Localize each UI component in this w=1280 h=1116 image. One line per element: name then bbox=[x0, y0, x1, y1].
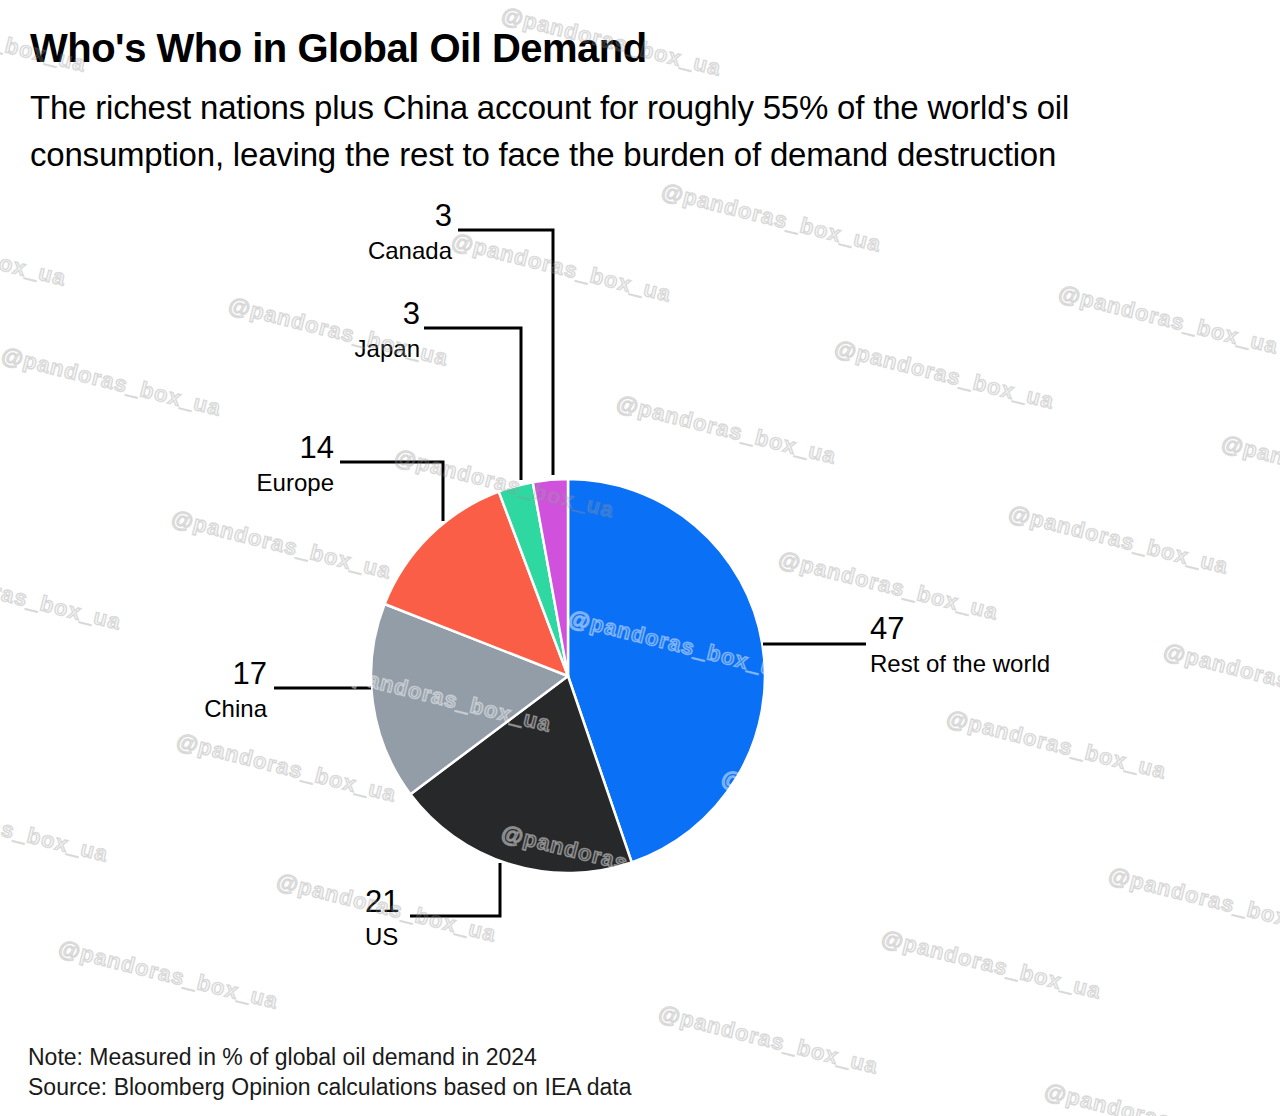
slice-value: 14 bbox=[257, 431, 334, 465]
callout-line-us bbox=[410, 863, 500, 916]
slice-value: 3 bbox=[368, 199, 452, 233]
slice-name: Rest of the world bbox=[870, 650, 1050, 678]
callout-line-canada bbox=[458, 230, 553, 475]
slice-label-us: 21 US bbox=[365, 885, 399, 951]
slice-value: 3 bbox=[355, 297, 420, 331]
slice-name: Canada bbox=[368, 237, 452, 265]
slice-name: China bbox=[204, 695, 267, 723]
slice-label-china: 17 China bbox=[204, 657, 267, 723]
slice-value: 17 bbox=[204, 657, 267, 691]
callout-line-europe bbox=[340, 462, 443, 521]
slice-name: Japan bbox=[355, 335, 420, 363]
slice-name: Europe bbox=[257, 469, 334, 497]
callout-line-japan bbox=[424, 328, 521, 480]
slice-value: 21 bbox=[365, 885, 399, 919]
slice-label-canada: 3 Canada bbox=[368, 199, 452, 265]
chart-footer: Note: Measured in % of global oil demand… bbox=[28, 1042, 632, 1102]
slice-label-europe: 14 Europe bbox=[257, 431, 334, 497]
page: Who's Who in Global Oil Demand The riche… bbox=[0, 0, 1280, 1116]
pie-chart bbox=[0, 0, 1280, 1116]
chart-source: Source: Bloomberg Opinion calculations b… bbox=[28, 1072, 632, 1102]
chart-note: Note: Measured in % of global oil demand… bbox=[28, 1042, 632, 1072]
slice-label-rest-of-the-world: 47 Rest of the world bbox=[870, 612, 1050, 678]
slice-name: US bbox=[365, 923, 399, 951]
slice-value: 47 bbox=[870, 612, 1050, 646]
slice-label-japan: 3 Japan bbox=[355, 297, 420, 363]
